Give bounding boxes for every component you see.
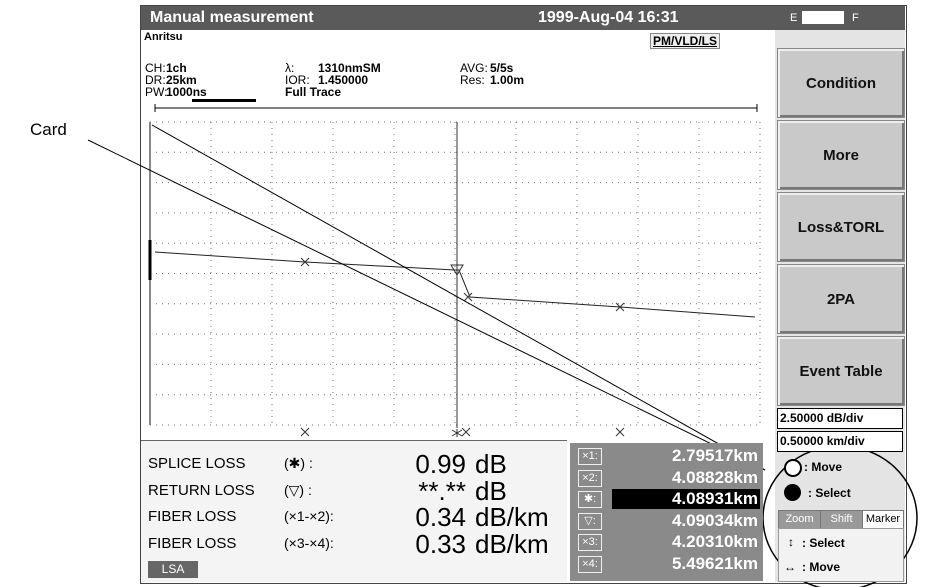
result-value: 0.34 bbox=[415, 502, 466, 532]
tab[interactable]: Marker bbox=[862, 510, 904, 529]
result-value: 0.99 bbox=[415, 449, 466, 479]
callout-line bbox=[87, 139, 766, 471]
tab-panel bbox=[778, 528, 904, 582]
results-panel bbox=[141, 440, 567, 582]
result-value: 0.33 bbox=[415, 528, 466, 559]
field-label: DR: bbox=[145, 73, 166, 87]
field-label: PW: bbox=[145, 85, 168, 99]
marker-value: 4.08828km bbox=[671, 467, 758, 487]
select: : Select bbox=[808, 486, 851, 500]
result-unit: dB bbox=[475, 475, 507, 506]
marker-value: 4.08931km bbox=[612, 489, 760, 509]
menu-button[interactable]: Condition bbox=[777, 48, 905, 118]
field-value: 5/5s bbox=[490, 61, 514, 75]
result-label: RETURN LOSS bbox=[148, 481, 255, 499]
marker-value: 4.09034km bbox=[671, 510, 758, 530]
field-value: 1310nmSM bbox=[318, 61, 381, 75]
field-label: CH: bbox=[145, 61, 166, 75]
callout-label: Card bbox=[30, 120, 67, 139]
marker-label: ×2: bbox=[578, 469, 602, 487]
callout-line bbox=[151, 124, 766, 471]
mode: PM/VLD/LS bbox=[650, 33, 721, 49]
battery-empty: E bbox=[790, 12, 798, 24]
updown-icon: ↕ bbox=[788, 535, 794, 549]
tab[interactable]: Zoom bbox=[778, 510, 821, 529]
marker-value: 5.49621km bbox=[671, 553, 758, 573]
trace-markers bbox=[300, 257, 625, 437]
brand: Anritsu bbox=[144, 31, 183, 43]
marker-label: ▽: bbox=[578, 512, 602, 530]
menu-button[interactable]: More bbox=[777, 120, 905, 190]
marker-label: ✱: bbox=[578, 491, 602, 508]
marker-value: 4.20310km bbox=[671, 532, 758, 551]
marker-panel bbox=[570, 443, 763, 581]
select-icon bbox=[784, 484, 801, 501]
battery bbox=[802, 11, 844, 24]
field-value: 1.00m bbox=[490, 73, 525, 87]
result-symbol: (✱) : bbox=[284, 455, 313, 471]
field-value: 1ch bbox=[166, 61, 187, 75]
scale: 2.50000 dB/div bbox=[777, 408, 903, 429]
marker-label: ×1: bbox=[578, 448, 602, 465]
field-label: IOR: bbox=[285, 73, 310, 87]
leftright-icon: ↔ bbox=[784, 560, 796, 574]
marker-value: 2.79517km bbox=[671, 446, 758, 465]
title-bar bbox=[141, 6, 775, 30]
result-label: FIBER LOSS bbox=[148, 508, 237, 525]
lsa: LSA bbox=[148, 561, 198, 578]
field-label: Res: bbox=[460, 73, 485, 87]
full-trace: Full Trace bbox=[285, 85, 342, 99]
leftright: : Move bbox=[802, 560, 841, 574]
result-value: **.** bbox=[418, 475, 466, 506]
menu-button[interactable]: 2PA bbox=[777, 264, 905, 334]
menu-button[interactable]: Loss&TORL bbox=[777, 192, 905, 262]
tab[interactable]: Shift bbox=[820, 510, 863, 529]
marker-label: ×3: bbox=[578, 534, 602, 551]
result-unit: dB/km bbox=[475, 528, 549, 559]
result-label: SPLICE LOSS bbox=[148, 455, 246, 472]
datetime: 1999-Aug-04 16:31 bbox=[538, 9, 679, 26]
marker-label: ×4: bbox=[578, 555, 602, 573]
move-icon bbox=[784, 459, 802, 477]
scale: 0.50000 km/div bbox=[777, 431, 903, 452]
result-unit: dB bbox=[475, 449, 507, 479]
grid bbox=[150, 121, 761, 426]
result-symbol: (×1-×2): bbox=[284, 508, 334, 524]
field-label: AVG: bbox=[460, 61, 488, 75]
field-label: λ: bbox=[285, 61, 295, 75]
result-symbol: (×3-×4): bbox=[284, 534, 334, 551]
field-value: 25km bbox=[166, 73, 197, 87]
updown: : Select bbox=[802, 536, 845, 550]
result-label: FIBER LOSS bbox=[148, 534, 237, 552]
menu-button[interactable]: Event Table bbox=[777, 336, 905, 406]
move: : Move bbox=[804, 460, 843, 474]
title: Manual measurement bbox=[150, 9, 314, 26]
result-unit: dB/km bbox=[475, 502, 549, 532]
pw-bar bbox=[192, 99, 256, 102]
field-value: 1000ns bbox=[166, 85, 207, 99]
field-value: 1.450000 bbox=[318, 73, 369, 87]
result-symbol: (▽) : bbox=[284, 481, 312, 498]
battery-full: F bbox=[852, 12, 859, 24]
